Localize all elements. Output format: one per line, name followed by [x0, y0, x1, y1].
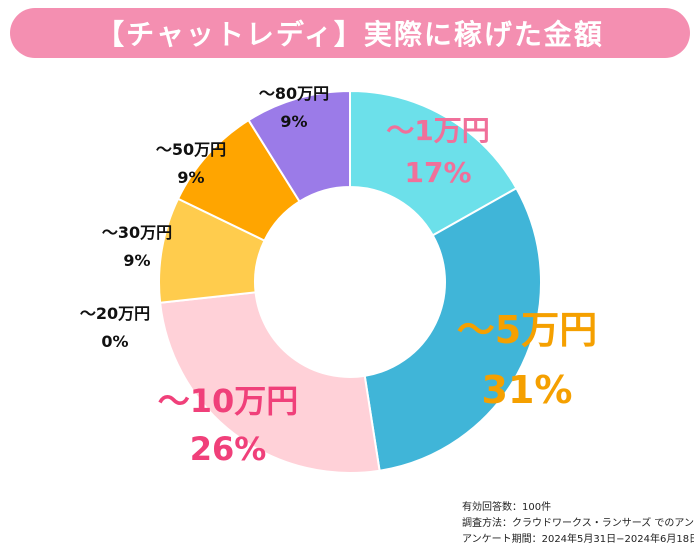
slice-category-label: ～50万円 [156, 140, 226, 159]
footnote-method: 調査方法：クラウドワークス・ランサーズ でのアンケート [462, 518, 694, 529]
donut-slice [159, 291, 381, 474]
slice-percent-label: 17% [404, 156, 471, 189]
slice-percent-label: 9% [177, 168, 204, 187]
slice-category-label: ～80万円 [259, 84, 329, 103]
title-banner: 【チャットレディ】実際に稼げた金額 [10, 8, 690, 58]
donut-slice [247, 89, 351, 203]
footnote-period: アンケート期間：2024年5月31日−2024年6月18日 [462, 534, 694, 545]
slice-category-label: ～10万円 [158, 382, 299, 420]
slice-percent-label: 26% [190, 430, 267, 468]
slice-category-label: ～1万円 [386, 114, 489, 147]
footnote-respondents: 有効回答数：100件 [462, 502, 552, 513]
slice-percent-label: 31% [482, 368, 573, 412]
slice-percent-label: 0% [101, 332, 128, 351]
donut-slice [363, 186, 542, 472]
slice-percent-label: 9% [280, 112, 307, 131]
slice-category-label: ～30万円 [102, 223, 172, 242]
slice-percent-label: 9% [123, 251, 150, 270]
slice-category-label: ～5万円 [457, 308, 597, 352]
chart-title: 【チャットレディ】実際に稼げた金額 [96, 18, 604, 51]
survey-footnote: 有効回答数：100件 調査方法：クラウドワークス・ランサーズ でのアンケート ア… [462, 500, 694, 548]
slice-category-label: ～20万円 [80, 304, 150, 323]
donut-slice [349, 89, 518, 237]
